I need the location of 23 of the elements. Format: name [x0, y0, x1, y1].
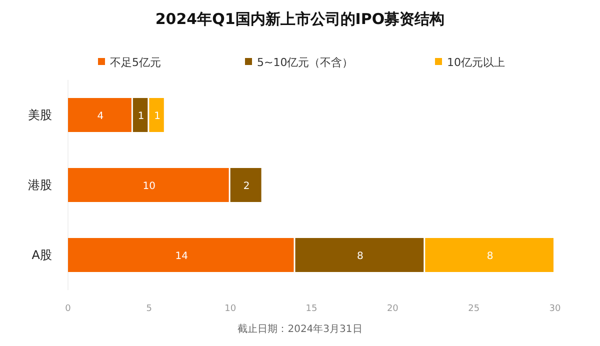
legend-label: 不足5亿元: [110, 56, 161, 69]
data-label: 10: [142, 181, 156, 192]
y-tick-label: 美股: [28, 108, 52, 122]
x-tick-label: 30: [549, 304, 561, 314]
y-tick-label: A股: [32, 248, 52, 262]
x-tick-label: 15: [306, 304, 318, 314]
data-label: 1: [154, 111, 160, 122]
data-label: 1: [138, 111, 144, 122]
chart-title: 2024年Q1国内新上市公司的IPO募资结构: [155, 10, 445, 28]
x-tick-label: 0: [65, 304, 72, 314]
x-tick-label: 20: [386, 304, 399, 314]
y-tick-label: 港股: [28, 178, 52, 192]
data-label: 4: [97, 111, 104, 122]
data-label: 2: [243, 181, 250, 192]
data-label: 8: [357, 251, 364, 262]
data-label: 8: [486, 251, 494, 262]
text: 截止日期：2024年3月31日: [238, 323, 362, 335]
x-tick-label: 5: [146, 304, 152, 314]
legend-label: 5~10亿元（不含）: [257, 56, 354, 69]
legend-label: 10亿元以上: [447, 56, 505, 69]
x-tick-label: 25: [468, 304, 480, 314]
data-label: 14: [175, 251, 188, 262]
x-tick-label: 10: [224, 304, 236, 314]
